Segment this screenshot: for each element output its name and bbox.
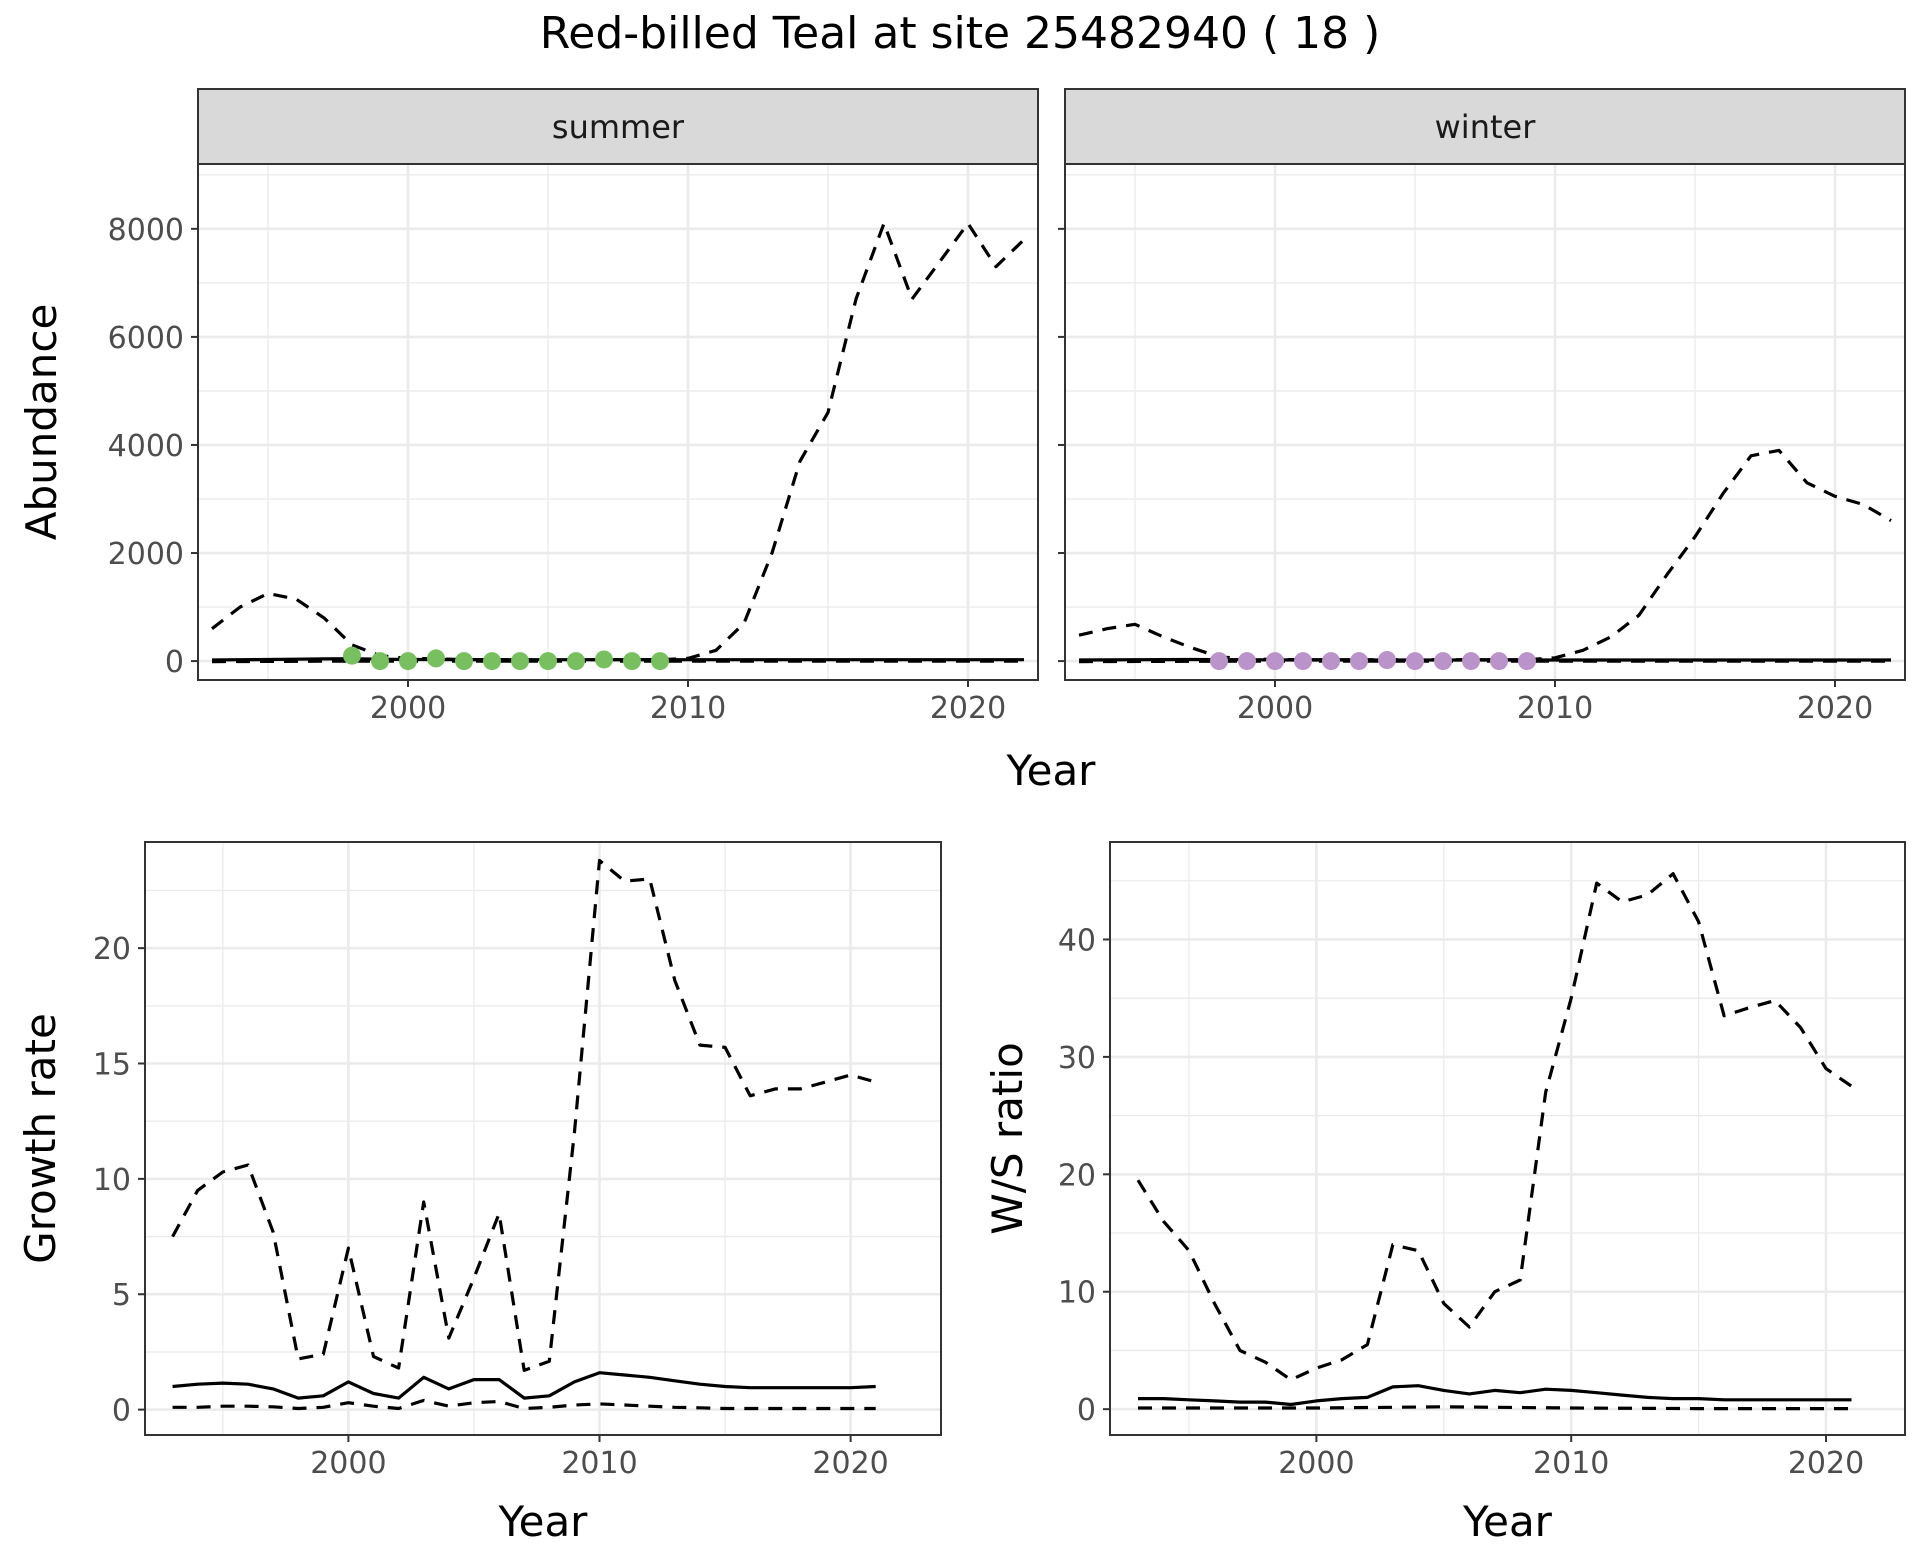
ratio-y-tick-label: 40 [1058,923,1096,958]
summer-y-tick-label: 6000 [108,321,184,356]
growth-mean-line [172,1371,876,1400]
facet-winter: 2000 2010 2020 winter [1058,88,1906,726]
summer-x-tick-label: 2000 [370,691,446,726]
summer-x-tick-label: 2010 [650,691,726,726]
ratio-x-tick-label: 2020 [1788,1446,1864,1481]
summer-y-tick-label: 2000 [108,537,184,572]
abundance-y-axis-title: Abundance [17,304,66,541]
growth-panel-border [144,841,942,1436]
growth-x-tick-label: 2010 [561,1446,637,1481]
growth-y-tick-label: 10 [93,1163,131,1198]
summer-data-point [455,652,473,671]
ratio-y-tick-label: 20 [1058,1158,1096,1193]
summer-y-tick-label: 8000 [108,213,184,248]
summer-data-point [651,652,669,671]
summer-data-point [539,652,557,671]
winter-data-point [1462,652,1480,671]
facet-summer: 2000 2010 2020 0 2000 4000 6000 8000 summer [108,88,1039,726]
ratio-y-tick-label: 0 [1077,1393,1096,1428]
winter-data-point [1378,651,1396,670]
summer-y-tick-label: 4000 [108,429,184,464]
winter-data-point [1266,652,1284,671]
growth-x-axis-title: Year [498,1497,589,1546]
summer-data-point [511,652,529,671]
summer-strip [197,88,1039,165]
summer-data-point [427,649,445,668]
winter-x-tick-label: 2010 [1517,691,1593,726]
ratio-x-axis-title: Year [1462,1497,1553,1546]
winter-mean-line [1078,657,1891,662]
growth-y-tick-label: 5 [112,1278,131,1313]
summer-mean-line [211,657,1024,662]
summer-data-point [371,652,389,671]
winter-x-tick-label: 2000 [1237,691,1313,726]
growth-chart: 2000 2010 2020 0 5 10 15 20 Growth rate Year [16,841,942,1546]
ratio-panel-border [1109,841,1906,1436]
ratio-lower-line [1138,1405,1852,1411]
summer-x-tick-label: 2020 [930,691,1006,726]
winter-data-point [1518,652,1536,671]
winter-panel-background [1065,164,1905,680]
growth-y-tick-label: 20 [93,932,131,967]
summer-strip-label: summer [552,108,685,146]
summer-data-point [567,652,585,671]
ratio-panel-background [1110,842,1905,1435]
winter-data-point [1210,652,1228,671]
growth-y-tick-label: 0 [112,1394,131,1429]
summer-data-point [623,652,641,671]
winter-data-point [1238,652,1256,671]
ratio-mean-line [1138,1384,1852,1407]
winter-data-point [1350,652,1368,671]
summer-data-point [483,652,501,671]
winter-strip-label: winter [1435,108,1537,146]
winter-data-point [1434,652,1452,671]
growth-panel-background [145,842,941,1435]
abundance-x-axis-title: Year [1006,746,1097,795]
ratio-x-tick-label: 2010 [1533,1446,1609,1481]
winter-data-point [1294,652,1312,671]
growth-y-axis-title: Growth rate [16,1013,65,1264]
growth-upper-line [171,858,877,1372]
ratio-x-tick-label: 2000 [1278,1446,1354,1481]
winter-data-point [1406,652,1424,671]
winter-data-point [1490,652,1508,671]
growth-x-tick-label: 2020 [812,1446,888,1481]
summer-data-point [399,652,417,671]
winter-x-tick-label: 2020 [1797,691,1873,726]
growth-y-tick-label: 15 [93,1048,131,1083]
ratio-y-tick-label: 10 [1058,1276,1096,1311]
winter-data-point [1322,652,1340,671]
summer-y-tick-label: 0 [165,645,184,680]
figure-title: Red-billed Teal at site 25482940 ( 18 ) [540,8,1381,59]
summer-data-point [343,646,361,665]
ratio-y-axis-title: W/S ratio [983,1042,1032,1235]
ratio-y-tick-label: 30 [1058,1041,1096,1076]
growth-x-tick-label: 2000 [310,1446,386,1481]
winter-strip [1064,88,1906,165]
ratio-upper-line [1136,872,1853,1382]
ratio-chart: 2000 2010 2020 0 10 20 30 40 W/S ratio Year [983,841,1906,1546]
summer-data-point [595,650,613,669]
summer-panel-background [198,164,1038,680]
